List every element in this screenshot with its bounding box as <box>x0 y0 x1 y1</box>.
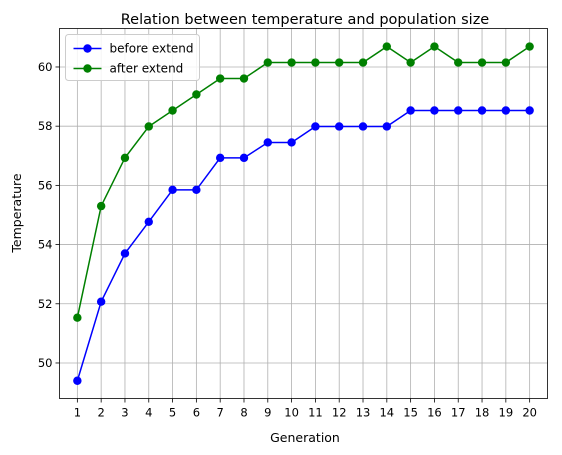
data-point-before-extend <box>239 153 249 163</box>
data-point-after-extend <box>287 58 296 67</box>
data-point-after-extend <box>406 58 415 67</box>
data-point-before-extend <box>120 249 130 258</box>
x-tick-label: 13 <box>356 406 371 420</box>
y-tick-label: 56 <box>38 178 53 192</box>
data-point-after-extend <box>430 42 439 51</box>
x-tick-label: 19 <box>499 406 514 420</box>
x-tick-label: 12 <box>332 406 347 420</box>
data-point-after-extend <box>311 58 320 67</box>
data-point-after-extend <box>454 58 463 67</box>
data-point-after-extend <box>335 58 344 67</box>
legend-swatch-marker-before-extend <box>83 44 92 53</box>
data-point-before-extend <box>477 106 487 115</box>
data-point-after-extend <box>501 58 511 67</box>
x-tick-label: 7 <box>217 406 224 420</box>
data-point-after-extend <box>192 90 201 99</box>
x-axis: 1 2 3 4 5 6 7 8 9 10 11 12 13 14 15 16 17 18 19 20 <box>74 398 537 420</box>
data-point-before-extend <box>454 106 463 115</box>
data-point-before-extend <box>382 122 392 131</box>
data-point-after-extend <box>168 106 177 115</box>
data-point-after-extend <box>215 74 225 83</box>
data-point-before-extend <box>525 106 534 115</box>
data-point-before-extend <box>73 376 82 385</box>
legend-label-after-extend: after extend <box>110 62 184 76</box>
data-point-before-extend <box>501 106 511 115</box>
x-tick-label: 15 <box>403 406 418 420</box>
data-point-before-extend <box>406 106 415 115</box>
data-point-before-extend <box>96 297 106 306</box>
data-point-before-extend <box>144 217 153 226</box>
y-tick-label: 52 <box>38 297 53 311</box>
data-point-before-extend <box>215 153 225 163</box>
data-point-before-extend <box>358 122 368 131</box>
x-axis-label: Generation <box>270 430 340 445</box>
x-tick-label: 5 <box>169 406 176 420</box>
data-point-after-extend <box>120 153 130 163</box>
plot-frame <box>59 28 548 399</box>
x-tick-label: 18 <box>475 406 490 420</box>
x-tick-label: 4 <box>145 406 152 420</box>
data-point-before-extend <box>287 138 296 147</box>
data-point-before-extend <box>263 138 272 147</box>
x-tick-label: 6 <box>193 406 200 420</box>
series-layer <box>73 42 534 385</box>
data-point-after-extend <box>144 122 153 131</box>
data-point-after-extend <box>477 58 487 67</box>
data-point-after-extend <box>73 313 82 322</box>
x-tick-label: 17 <box>451 406 466 420</box>
y-tick-label: 60 <box>38 60 53 74</box>
x-tick-label: 1 <box>74 406 81 420</box>
x-tick-label: 16 <box>427 406 442 420</box>
data-point-after-extend <box>96 201 106 211</box>
chart-title: Relation between temperature and populat… <box>121 12 490 28</box>
x-tick-label: 3 <box>121 406 128 420</box>
legend-swatch-marker-after-extend <box>83 64 92 73</box>
data-point-after-extend <box>525 42 534 51</box>
data-point-before-extend <box>311 122 320 131</box>
x-tick-label: 14 <box>379 406 394 420</box>
data-point-after-extend <box>382 42 392 51</box>
series-line-after-extend <box>76 45 531 318</box>
y-tick-label: 54 <box>38 238 53 252</box>
data-point-after-extend <box>263 58 272 67</box>
x-tick-label: 2 <box>97 406 104 420</box>
x-tick-label: 11 <box>308 406 323 420</box>
data-point-before-extend <box>192 185 201 195</box>
y-axis-label: Temperature <box>9 173 24 253</box>
grid <box>59 28 548 399</box>
data-point-after-extend <box>358 58 368 67</box>
data-point-before-extend <box>168 185 177 195</box>
legend: before extend after extend <box>65 34 200 81</box>
y-axis: 50 52 54 56 58 60 <box>38 60 60 370</box>
y-tick-label: 50 <box>38 356 53 370</box>
y-tick-label: 58 <box>38 119 53 133</box>
legend-label-before-extend: before extend <box>110 42 194 56</box>
x-tick-label: 20 <box>522 406 537 420</box>
data-point-after-extend <box>239 74 249 83</box>
x-tick-label: 8 <box>240 406 247 420</box>
x-tick-label: 9 <box>264 406 271 420</box>
data-point-before-extend <box>335 122 344 131</box>
data-point-before-extend <box>430 106 439 115</box>
x-tick-label: 10 <box>284 406 299 420</box>
